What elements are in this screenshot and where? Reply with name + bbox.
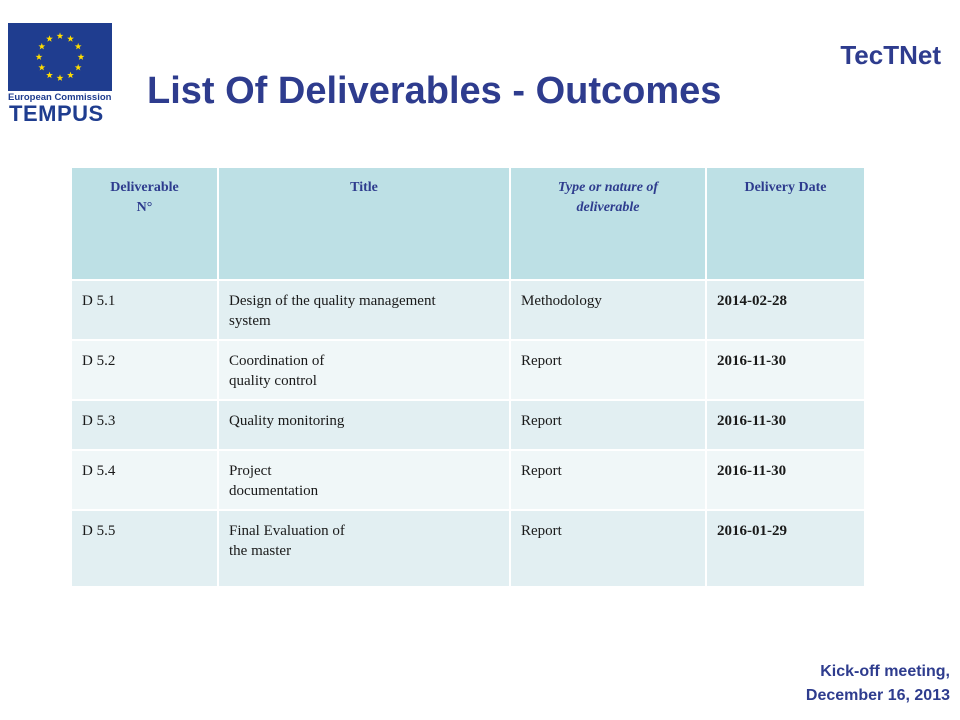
cell-number: D 5.2 xyxy=(72,339,219,400)
star-icon xyxy=(77,53,85,60)
header-text: Type or nature of xyxy=(557,180,659,195)
cell-title: Final Evaluation of the master xyxy=(218,509,511,586)
table-row: D 5.2 Coordination of quality control Rep… xyxy=(72,339,864,400)
cell-title: Coordination of quality control xyxy=(218,339,511,400)
star-icon xyxy=(46,71,53,79)
page-title: List Of Deliverables - Outcomes xyxy=(147,70,722,112)
footer-line: December 16, 2013 xyxy=(805,687,950,704)
cell-date: 2016-11-30 xyxy=(706,449,864,510)
star-icon xyxy=(67,35,74,42)
star-icon xyxy=(67,71,74,79)
cell-date: 2016-11-30 xyxy=(706,399,864,450)
cell-type: Report xyxy=(510,449,707,510)
title-line: the master xyxy=(229,543,292,559)
eu-flag-icon xyxy=(8,23,112,91)
table-row: D 5.3 Quality monitoring Report 2016-11-… xyxy=(72,399,864,450)
table-row: D 5.1 Design of the quality management sy… xyxy=(72,279,864,340)
cell-number: D 5.1 xyxy=(72,279,219,340)
title-line: documentation xyxy=(229,483,319,499)
cell-number: D 5.4 xyxy=(72,449,219,510)
star-icon xyxy=(38,42,46,50)
title-line: Final Evaluation of xyxy=(229,523,345,539)
cell-type: Report xyxy=(510,399,707,450)
cell-title: Quality monitoring xyxy=(218,399,511,450)
title-line: system xyxy=(229,313,271,329)
header-delivery-date: Delivery Date xyxy=(706,168,864,280)
title-line: Quality monitoring xyxy=(229,413,345,429)
cell-title: Design of the quality management system xyxy=(218,279,511,340)
tempus-logo: European Commission TEMPUS xyxy=(8,23,112,125)
cell-number: D 5.3 xyxy=(72,399,219,450)
star-icon xyxy=(74,42,82,50)
logo-caption: European Commission xyxy=(8,92,112,103)
title-line: quality control xyxy=(229,373,317,389)
table-row: D 5.5 Final Evaluation of the master Repo… xyxy=(72,509,864,586)
footer-line: Kick-off meeting, xyxy=(820,663,950,680)
star-icon xyxy=(74,63,82,71)
header-text: N° xyxy=(136,200,153,215)
star-icon xyxy=(56,74,64,81)
cell-type: Methodology xyxy=(510,279,707,340)
footer-meeting-info: Kick-off meeting, December 16, 2013 xyxy=(806,660,950,708)
table-header-row: Deliverable N° Title Type or nature of d… xyxy=(72,168,864,280)
cell-title: Project documentation xyxy=(218,449,511,510)
table-row: D 5.4 Project documentation Report 2016-1… xyxy=(72,449,864,510)
header-deliverable-number: Deliverable N° xyxy=(72,168,219,280)
header-title: Title xyxy=(218,168,511,280)
title-line: Design of the quality management xyxy=(229,293,436,309)
cell-date: 2014-02-28 xyxy=(706,279,864,340)
star-icon xyxy=(46,35,53,42)
title-line: Coordination of xyxy=(229,353,325,369)
header-text: Title xyxy=(350,180,378,195)
header-type: Type or nature of deliverable xyxy=(510,168,707,280)
header-text: Delivery Date xyxy=(744,180,827,195)
cell-type: Report xyxy=(510,509,707,586)
star-icon xyxy=(56,32,64,39)
eu-flag-stars xyxy=(35,32,85,81)
cell-date: 2016-11-30 xyxy=(706,339,864,400)
cell-type: Report xyxy=(510,339,707,400)
title-line: Project xyxy=(229,463,272,479)
logo-wordmark: TEMPUS xyxy=(9,101,104,126)
cell-number: D 5.5 xyxy=(72,509,219,586)
header-text: Deliverable xyxy=(110,180,179,195)
header-text: deliverable xyxy=(576,200,640,215)
brand-name: TecTNet xyxy=(840,40,941,70)
star-icon xyxy=(38,63,46,71)
cell-date: 2016-01-29 xyxy=(706,509,864,586)
star-icon xyxy=(35,53,43,60)
deliverables-table: Deliverable N° Title Type or nature of d… xyxy=(72,168,864,586)
